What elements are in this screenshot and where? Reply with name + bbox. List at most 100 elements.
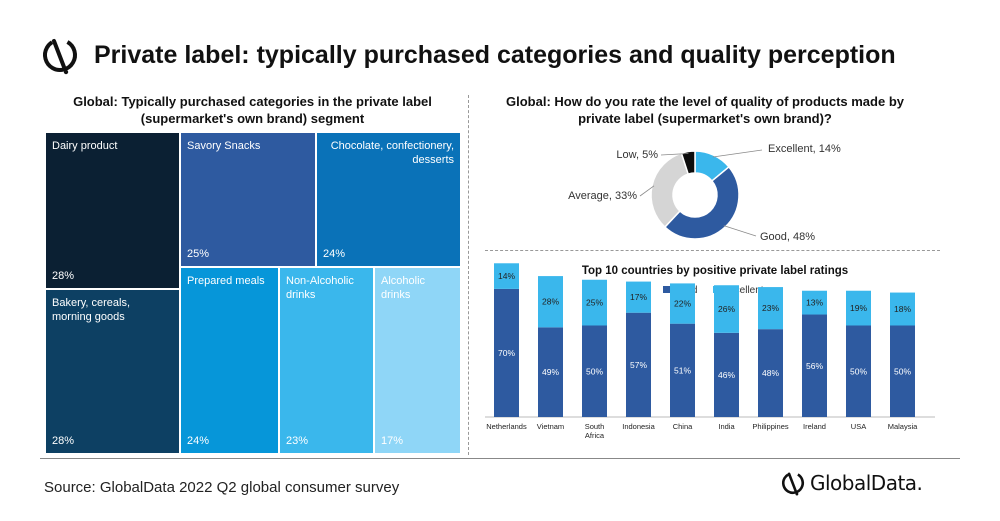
bar-excellent [670,283,695,324]
x-tick-line: USA [851,422,866,431]
countries-bar-chart: Top 10 countries by positive private lab… [485,263,935,440]
treemap-tile-bakery: Bakery, cereals, morning goods 28% [46,290,179,453]
treemap-tile-non-alcoholic: Non-Alcoholic drinks 23% [280,268,373,453]
treemap-title: Global: Typically purchased categories i… [73,94,432,126]
pie-label-average: Average, 33% [568,190,637,202]
bar-excellent [582,279,607,326]
bar-label-good: 50% [894,366,911,376]
bar-label-good: 51% [674,365,691,375]
bar-label-good: 56% [806,361,823,371]
x-tick-label: Ireland [803,422,826,431]
treemap-tile-label: Savory Snacks [187,140,261,152]
treemap-tile-value: 17% [381,435,404,447]
x-tick-line: Ireland [803,422,826,431]
bar-label-excellent: 23% [762,303,779,313]
bar-label-excellent: 14% [498,271,515,281]
pie-leader-line [660,153,689,156]
quality-donut-chart: Excellent, 14% Good, 48% Average, 33% Low, … [568,143,841,243]
bar-label-excellent: 18% [894,304,911,314]
treemap-tile-value: 25% [187,248,210,260]
pie-leader-line [712,149,763,158]
footer-divider [40,458,960,459]
bar-good [758,329,783,417]
bar-label-excellent: 19% [850,303,867,313]
globaldata-logo-icon [43,38,77,75]
treemap-tile-prepared-meals: Prepared meals 24% [181,268,278,453]
legend-swatch-good [663,286,670,293]
bar-good [582,325,607,417]
globaldata-logo-icon [781,471,805,496]
bar-good [802,314,827,417]
x-tick-line: Philippines [752,422,789,431]
bar-good [494,288,519,417]
treemap-tile-label: Bakery, cereals, morning goods [52,297,131,323]
horizontal-divider [485,250,940,251]
treemap-chart: Dairy product 28% Savory Snacks 25% Choc… [46,133,460,453]
bar-excellent [758,287,783,330]
treemap-tile-label: Prepared meals [187,275,265,287]
pie-label-low: Low, 5% [616,149,658,161]
bar-excellent [846,290,871,326]
treemap-tile-value: 24% [187,435,210,447]
bar-label-good: 70% [498,348,515,358]
bar-good [714,332,739,417]
source-note: Source: GlobalData 2022 Q2 global consum… [44,479,400,496]
bar-label-good: 49% [542,367,559,377]
pie-title: Global: How do you rate the level of qua… [506,94,904,126]
treemap-tile-value: 24% [323,248,346,260]
x-tick-label: Malaysia [888,422,918,431]
bar-label-good: 48% [762,368,779,378]
x-tick-line: China [673,422,693,431]
bar-good [846,325,871,417]
x-tick-line: Indonesia [622,422,655,431]
x-tick-line: Africa [585,431,605,440]
treemap-tile-savory-snacks: Savory Snacks 25% [181,133,315,266]
bar-excellent [626,281,651,313]
treemap-tile-label: Dairy product [52,140,118,152]
x-tick-line: Vietnam [537,422,564,431]
x-tick-label: South Africa [585,422,605,440]
treemap-tile-label: Chocolate, confectionery, desserts [330,140,454,166]
treemap-tile-value: 28% [52,435,75,447]
x-tick-label: Netherlands [486,422,527,431]
vertical-divider [468,95,469,455]
treemap-tile-chocolate: Chocolate, confectionery, desserts 24% [317,133,460,266]
bar-excellent [538,276,563,328]
pie-leader-line [723,225,757,237]
x-tick-line: India [718,422,735,431]
bar-good [670,323,695,417]
x-tick-label: Philippines [752,422,789,431]
bar-label-excellent: 17% [630,292,647,302]
x-tick-label: Vietnam [537,422,564,431]
bar-label-good: 57% [630,360,647,370]
bar-label-excellent: 13% [806,298,823,308]
pie-label-excellent: Excellent, 14% [768,143,841,155]
brand-logo: GlobalData. [780,470,923,496]
bar-label-excellent: 28% [542,297,559,307]
x-tick-label: USA [851,422,866,431]
x-tick-label: India [718,422,735,431]
x-tick-line: Malaysia [888,422,918,431]
pie-leader-line [639,185,655,197]
page-title: Private label: typically purchased categ… [94,40,896,69]
treemap-tile-value: 23% [286,435,309,447]
bar-label-excellent: 22% [674,299,691,309]
bar-good [626,312,651,417]
x-tick-line: South [585,422,605,431]
bar-label-good: 50% [850,366,867,376]
bar-label-good: 50% [586,366,603,376]
brand-name: GlobalData. [810,471,923,495]
bar-label-excellent: 25% [586,298,603,308]
x-tick-label: China [673,422,693,431]
header: Private label: typically purchased categ… [40,30,896,80]
treemap-tile-value: 28% [52,270,75,282]
bar-excellent [890,292,915,326]
treemap-tile-label: Non-Alcoholic drinks [286,275,354,301]
bar-label-excellent: 26% [718,304,735,314]
bar-good [538,327,563,417]
x-tick-label: Indonesia [622,422,655,431]
bar-excellent [494,263,519,289]
treemap-tile-dairy: Dairy product 28% [46,133,179,288]
bar-good [890,325,915,417]
bar-label-good: 46% [718,370,735,380]
